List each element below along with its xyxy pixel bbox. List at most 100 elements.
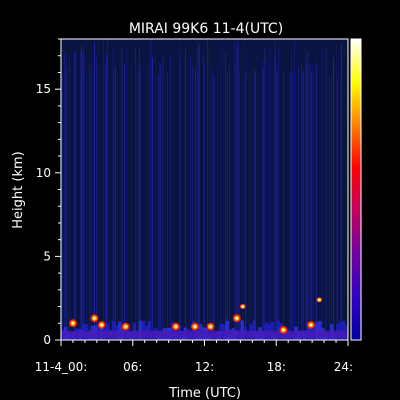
noise-streak — [89, 59, 90, 340]
noise-streak — [340, 47, 341, 341]
echo-return-core — [71, 322, 75, 325]
echo-layer-cell — [342, 320, 346, 340]
noise-streak — [151, 44, 152, 340]
noise-streak — [235, 60, 236, 340]
noise-streak — [226, 40, 227, 341]
echo-layer-cell — [318, 321, 322, 340]
noise-streak — [341, 44, 342, 340]
noise-streak — [105, 66, 106, 341]
x-tick-label: 11-4_00: — [35, 360, 88, 374]
noise-streak — [75, 50, 76, 341]
noise-streak — [283, 73, 284, 340]
noise-streak — [67, 66, 68, 340]
noise-streak — [170, 55, 171, 340]
noise-streak — [138, 69, 139, 341]
noise-streak — [309, 64, 310, 340]
noise-streak — [326, 50, 327, 340]
noise-streak — [126, 46, 127, 341]
noise-streak — [223, 46, 224, 340]
noise-streak — [337, 78, 338, 341]
noise-streak — [86, 75, 87, 340]
noise-streak — [245, 73, 246, 340]
echo-layer-cell — [138, 320, 143, 340]
noise-streak — [278, 47, 279, 341]
noise-streak — [113, 69, 114, 340]
noise-streak — [211, 75, 212, 340]
noise-streak — [237, 47, 238, 340]
noise-streak — [291, 48, 292, 340]
noise-streak — [197, 39, 198, 341]
noise-streak — [313, 72, 314, 340]
x-axis: 11-4_00: 06: 12: 18: 24: — [35, 340, 353, 374]
noise-streak — [254, 72, 255, 341]
noise-streak — [275, 41, 276, 341]
noise-streak — [193, 62, 194, 340]
echo-layer-cell — [111, 320, 116, 340]
y-tick-label: 0 — [43, 333, 51, 347]
echo-features — [68, 297, 323, 334]
noise-streak — [243, 40, 244, 340]
echo-layer-cell — [276, 320, 280, 340]
y-axis-label: Height (km) — [11, 151, 26, 228]
noise-streak — [66, 53, 67, 340]
noise-streak — [163, 55, 164, 340]
echo-return-core — [93, 317, 96, 320]
noise-streak — [90, 67, 91, 340]
noise-streak — [303, 68, 304, 340]
noise-streak — [84, 55, 85, 341]
y-tick-label: 10 — [36, 166, 51, 180]
echo-layer-cell — [225, 320, 229, 340]
noise-streak — [64, 52, 65, 341]
noise-streak — [294, 40, 295, 340]
echo-return-core — [235, 317, 238, 320]
noise-streak — [268, 63, 269, 341]
noise-streak — [65, 66, 66, 340]
noise-streak — [94, 42, 95, 341]
echo-layer-cell — [117, 321, 122, 340]
echo-layer-cell — [339, 321, 343, 340]
noise-streak — [109, 75, 110, 341]
noise-streak — [274, 52, 275, 340]
noise-streak — [306, 61, 307, 340]
noise-streak — [82, 52, 83, 340]
noise-streak — [225, 51, 226, 341]
noise-streak — [289, 78, 290, 340]
noise-streak — [93, 71, 94, 340]
noise-streak — [150, 39, 151, 340]
noise-streak — [74, 52, 75, 340]
noise-streak — [213, 75, 214, 341]
noise-streak — [310, 63, 311, 341]
noise-streak — [81, 46, 82, 341]
x-tick-label: 18: — [267, 360, 286, 374]
noise-streak — [147, 69, 148, 340]
noise-streak — [199, 43, 200, 341]
noise-streak — [253, 67, 254, 341]
noise-streak — [255, 70, 256, 340]
noise-streak — [131, 64, 132, 340]
noise-streak — [160, 64, 161, 341]
noise-streak — [220, 42, 221, 340]
noise-streak — [96, 57, 97, 340]
noise-streak — [114, 40, 115, 341]
echo-return-core — [241, 305, 244, 308]
echo-layer-cell — [192, 321, 197, 340]
noise-streak — [302, 73, 303, 340]
plot-background — [61, 39, 348, 340]
noise-streak — [307, 51, 308, 340]
noise-streak — [91, 52, 92, 340]
noise-streak — [139, 47, 140, 340]
x-axis-label: Time (UTC) — [168, 386, 241, 400]
noise-streak — [308, 50, 309, 341]
echo-return-core — [309, 323, 313, 327]
noise-streak — [290, 73, 291, 341]
noise-streak — [162, 55, 163, 341]
noise-streak — [333, 57, 334, 340]
noise-streak — [179, 58, 180, 340]
echo-return-core — [174, 325, 177, 328]
noise-streak — [80, 49, 81, 340]
noise-streak — [185, 48, 186, 341]
noise-streak — [265, 49, 266, 341]
noise-streak — [329, 76, 330, 340]
noise-streak — [214, 73, 215, 340]
